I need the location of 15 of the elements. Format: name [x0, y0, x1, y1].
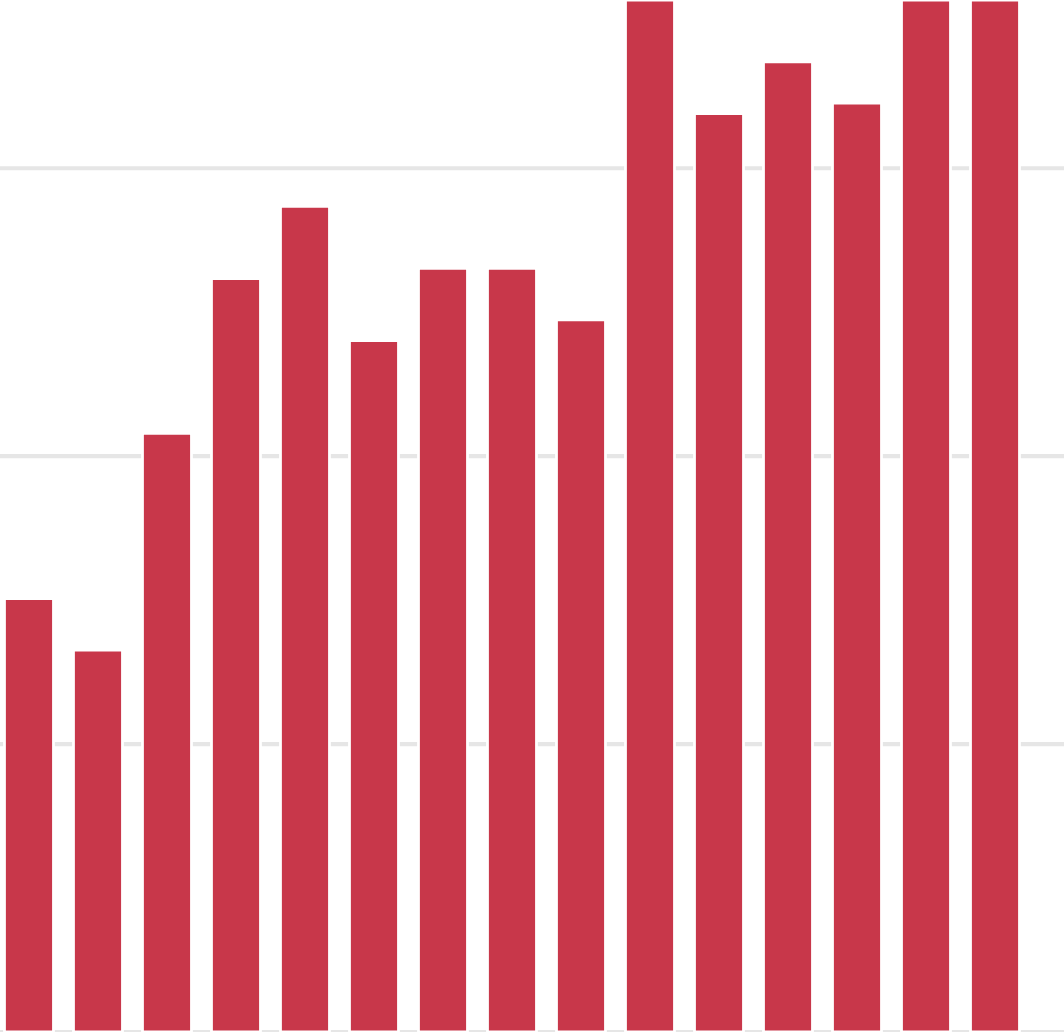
bar [624, 0, 676, 1032]
bar [831, 101, 883, 1032]
bar [348, 339, 400, 1032]
bar [900, 0, 952, 1032]
bar [969, 0, 1021, 1032]
bar [141, 432, 193, 1032]
bar [3, 597, 55, 1032]
bar [279, 205, 331, 1032]
bar [210, 277, 262, 1032]
bar [72, 648, 124, 1032]
bar [693, 112, 745, 1032]
bar [486, 266, 538, 1032]
bar [417, 266, 469, 1032]
bar [555, 318, 607, 1032]
bar [762, 60, 814, 1032]
